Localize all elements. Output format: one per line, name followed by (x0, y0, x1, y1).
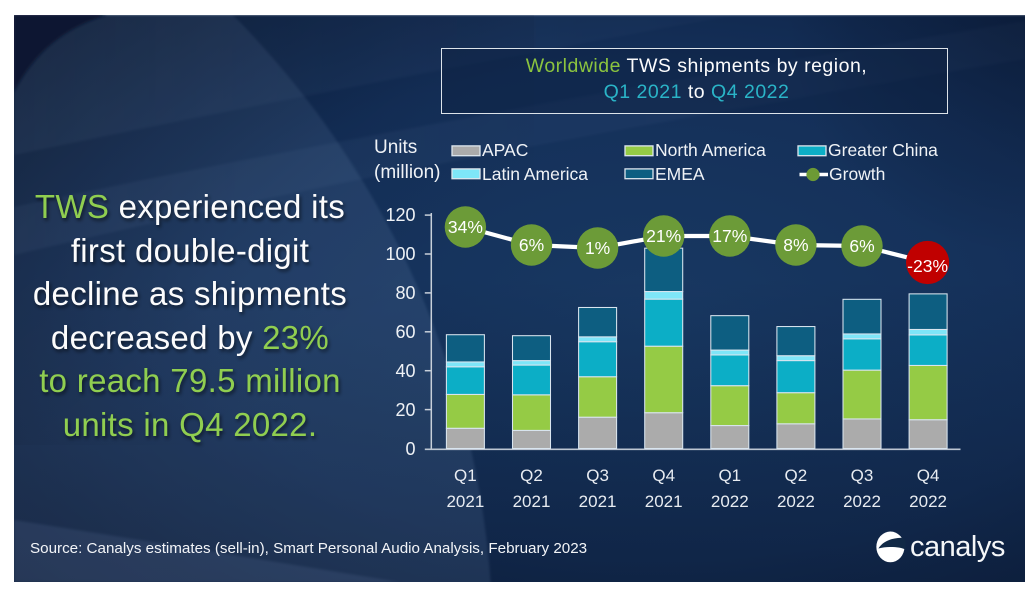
svg-text:6%: 6% (849, 236, 874, 256)
svg-text:8%: 8% (783, 235, 808, 255)
svg-text:17%: 17% (712, 226, 747, 246)
svg-text:1%: 1% (585, 238, 610, 258)
svg-text:34%: 34% (448, 217, 483, 237)
svg-text:-23%: -23% (907, 256, 948, 276)
svg-text:6%: 6% (519, 235, 544, 255)
svg-text:21%: 21% (646, 226, 681, 246)
